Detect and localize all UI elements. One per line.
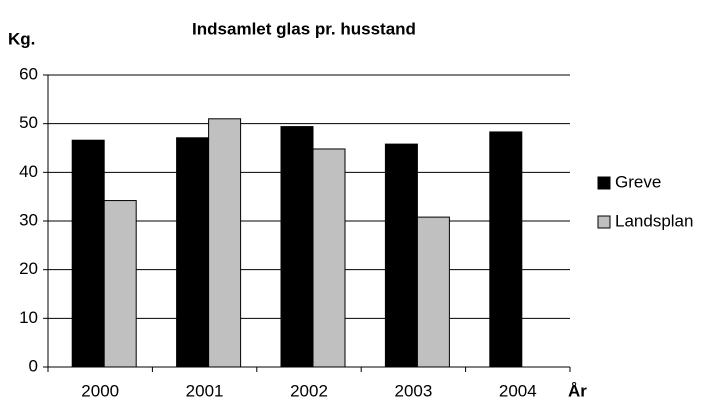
y-tick-label: 50 [19,113,38,132]
x-tick-label: 2002 [290,381,328,400]
y-tick-label: 20 [19,259,38,278]
y-tick-label: 0 [29,356,38,375]
legend-label: Landsplan [615,211,693,230]
legend-label: Greve [615,172,661,191]
x-tick-label: 2004 [499,381,537,400]
legend-swatch [597,176,611,190]
x-tick-label: 2000 [81,381,119,400]
x-tick-label: 2001 [186,381,224,400]
y-tick-label: 60 [19,64,38,83]
x-tick-label: 2003 [394,381,432,400]
y-tick-label: 40 [19,162,38,181]
bar [208,118,242,368]
y-axis-label: Kg. [8,29,35,48]
chart-title: Indsamlet glas pr. husstand [192,19,416,38]
x-axis-label: År [568,381,587,400]
y-tick-label: 30 [19,210,38,229]
bar [280,126,314,368]
bar [489,131,523,368]
bar [71,139,105,368]
bar [384,143,418,368]
bar [103,200,137,368]
bar [416,216,450,368]
bar [312,148,346,368]
bar [176,137,210,368]
y-tick-label: 10 [19,308,38,327]
legend-swatch [597,215,611,229]
